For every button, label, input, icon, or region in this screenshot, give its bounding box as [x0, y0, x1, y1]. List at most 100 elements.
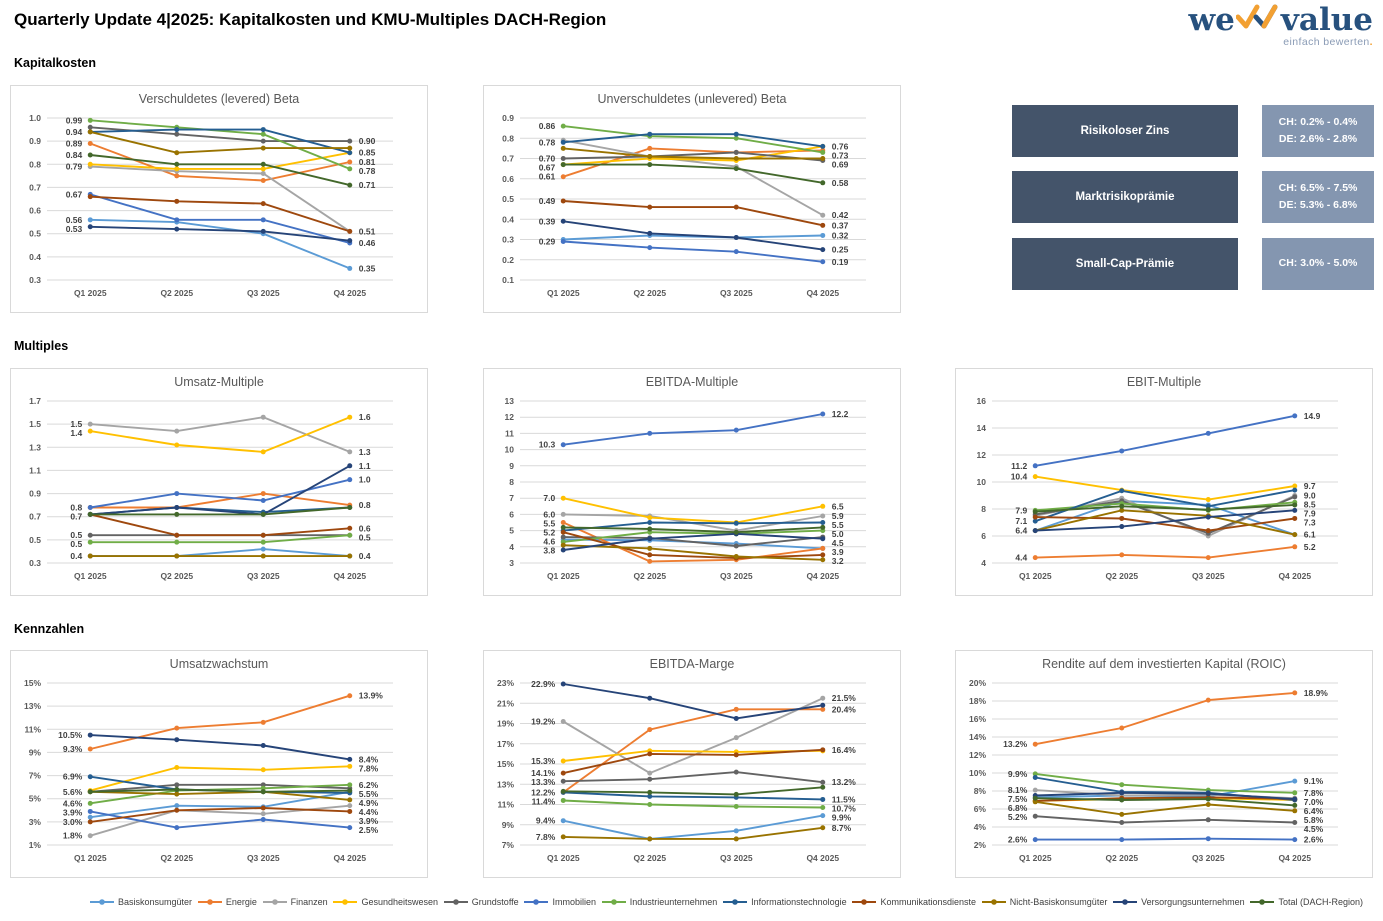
data-point-energie [647, 558, 653, 564]
data-point-immobilien [260, 498, 266, 504]
legend-marker-icon [981, 899, 1006, 905]
chart-text: 5% [29, 794, 42, 804]
data-point-informationstechnologie [647, 131, 653, 137]
series-finanzen [562, 697, 824, 775]
chart-plot-area: 1.7 1.5 1.3 1.1 0.9 0.7 0.5 0.3 Q1 2025 Q2 2025 Q3… [11, 395, 427, 591]
chart-canvas: 16 14 12 10 8 6 4 Q1 2025 Q2 2025 Q3 2025 Q4 2025 1… [977, 396, 1338, 581]
chart-text: 0.61 [539, 172, 556, 182]
data-point-basiskonsumg-ter [87, 217, 93, 223]
data-point-versorgungsunternehmen [1119, 790, 1125, 796]
chart-text: 1.3 [359, 447, 371, 457]
chart-text: 7.1 [1015, 516, 1027, 526]
chart-text: 3 [509, 558, 514, 568]
chart-text: 6.5 [832, 501, 844, 511]
data-point-kommunikationsdienste [647, 204, 653, 210]
chart-text: 0.70 [539, 154, 556, 164]
chart-text: 8.5 [1304, 500, 1316, 510]
data-point-nicht-basiskonsumg-ter [174, 553, 180, 559]
data-point-grundstoffe [347, 138, 353, 144]
data-point-industrieunternehmen [87, 117, 93, 123]
data-point-energie [260, 719, 266, 725]
series-finanzen [1035, 494, 1296, 538]
chart-text: 0.3 [502, 235, 514, 245]
series-industrieunternehmen [563, 529, 823, 543]
chart-text: 1.1 [29, 465, 41, 475]
chart-text: 0.25 [832, 245, 849, 255]
chart-text: 0.37 [832, 220, 849, 230]
data-point-versorgungsunternehmen [820, 702, 826, 708]
data-point-nicht-basiskonsumg-ter [347, 145, 353, 151]
chart-text: 10.4 [1011, 472, 1028, 482]
chart-plot-area: 23% 21% 19% 17% 15% 13% 11% 9% 7% Q1 2025 Q2 2025 Q… [484, 677, 900, 873]
chart-text: 0.78 [539, 137, 556, 147]
data-point-energie [174, 725, 180, 731]
data-point-gesundheitswesen [647, 515, 653, 521]
data-point-gesundheitswesen [347, 414, 353, 420]
chart-text: Q4 2025 [806, 571, 839, 581]
data-point-basiskonsumg-ter [733, 828, 739, 834]
chart-text: 7.0 [543, 493, 555, 503]
chart-text: 0.7 [70, 511, 82, 521]
chart-text: 5.5 [543, 518, 555, 528]
series-kommunikationsdienste [90, 195, 351, 233]
chart-text: 6.8% [1008, 803, 1028, 813]
chart-text: 2.6% [1304, 835, 1324, 845]
chart-text: 0.4 [70, 551, 82, 561]
chart-text: 0.42 [832, 210, 849, 220]
series-energie [562, 708, 823, 794]
chart-text: 12 [977, 450, 987, 460]
series-energie [563, 147, 823, 178]
data-point-energie [820, 706, 826, 712]
series-total-dach-region [1035, 797, 1295, 807]
chart-text: 0.9 [502, 113, 514, 123]
data-point-immobilien [87, 808, 93, 814]
chart-text: 0.5 [70, 539, 82, 549]
chart-text: 0.51 [359, 226, 376, 236]
series-total-dach-region [90, 154, 351, 187]
series-kommunikationsdienste [563, 200, 823, 227]
data-point-versorgungsunternehmen [1205, 514, 1211, 520]
chart-text: 0.49 [539, 196, 556, 206]
chart-text: 20% [969, 678, 986, 688]
series-industrieunternehmen [563, 125, 823, 154]
data-point-energie [1292, 544, 1298, 550]
data-point-kommunikationsdienste [1205, 528, 1211, 534]
series-total-dach-region [90, 788, 350, 793]
chart-text: Q3 2025 [720, 288, 753, 298]
data-point-informationstechnologie [1032, 775, 1038, 780]
series-gesundheitswesen [90, 151, 350, 170]
data-point-versorgungsunternehmen [1032, 528, 1038, 534]
chart-text: 13.3% [531, 777, 556, 787]
data-point-industrieunternehmen [174, 539, 180, 545]
data-point-total-dach-region [347, 504, 353, 510]
chart-text: 5.6% [63, 787, 83, 797]
chart-text: 0.89 [66, 138, 83, 148]
data-point-kommunikationsdienste [347, 808, 353, 814]
data-point-informationstechnologie [1292, 487, 1298, 493]
chart-text: 7.8% [359, 763, 379, 773]
small-cap-premium-box: Small-Cap-Prämie [1012, 238, 1238, 290]
data-point-industrieunternehmen [1292, 790, 1298, 796]
data-point-grundstoffe [87, 124, 93, 130]
chart-text: 5.2% [1008, 812, 1028, 822]
data-point-immobilien [820, 411, 826, 417]
series-energie [90, 694, 351, 750]
legend-marker-icon [601, 899, 626, 905]
chart-text: 17% [497, 739, 514, 749]
chart-text: 11% [24, 724, 41, 734]
chart-text: 0.56 [66, 215, 83, 225]
data-point-gesundheitswesen [560, 758, 566, 764]
chart-text: 23% [497, 678, 514, 688]
series-immobilien [1035, 837, 1295, 841]
chart-ebitda-multiple: EBITDA-Multiple 13 12 11 10 9 8 7 6 5 4 3 Q1 2025 Q2… [483, 368, 901, 596]
chart-text: 5.5% [359, 789, 379, 799]
data-point-informationstechnologie [560, 139, 566, 145]
chart-text: 0.7 [29, 182, 41, 192]
data-point-nicht-basiskonsumg-ter [260, 145, 266, 151]
data-point-informationstechnologie [1119, 488, 1125, 494]
chart-text: Q3 2025 [247, 288, 280, 298]
data-point-versorgungsunternehmen [1292, 507, 1298, 513]
market-risk-premium-box: Marktrisikoprämie [1012, 171, 1238, 223]
chart-text: 0.69 [832, 159, 849, 169]
chart-text: 16 [977, 396, 987, 406]
